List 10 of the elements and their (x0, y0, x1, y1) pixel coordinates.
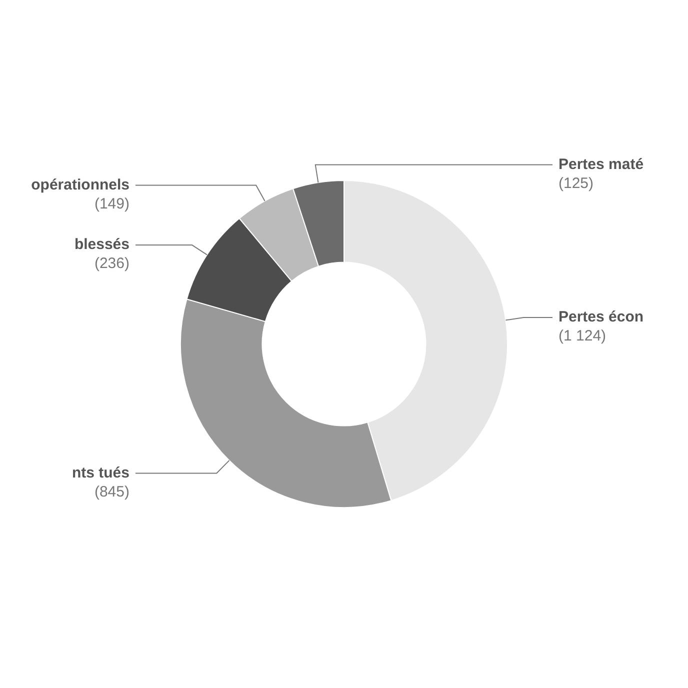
slice-label: opérationnels (31, 176, 130, 194)
slice-label: Pertes écon (558, 308, 644, 326)
data-label: (1 124) (558, 328, 606, 345)
slice-label: nts tués (72, 464, 130, 482)
data-label: (125) (558, 174, 594, 192)
data-label: (845) (94, 483, 130, 500)
data-label: (149) (94, 195, 130, 212)
data-label: (236) (94, 255, 130, 272)
slice-label: Pertes maté (558, 156, 644, 173)
slice-label: blessés (74, 236, 130, 254)
